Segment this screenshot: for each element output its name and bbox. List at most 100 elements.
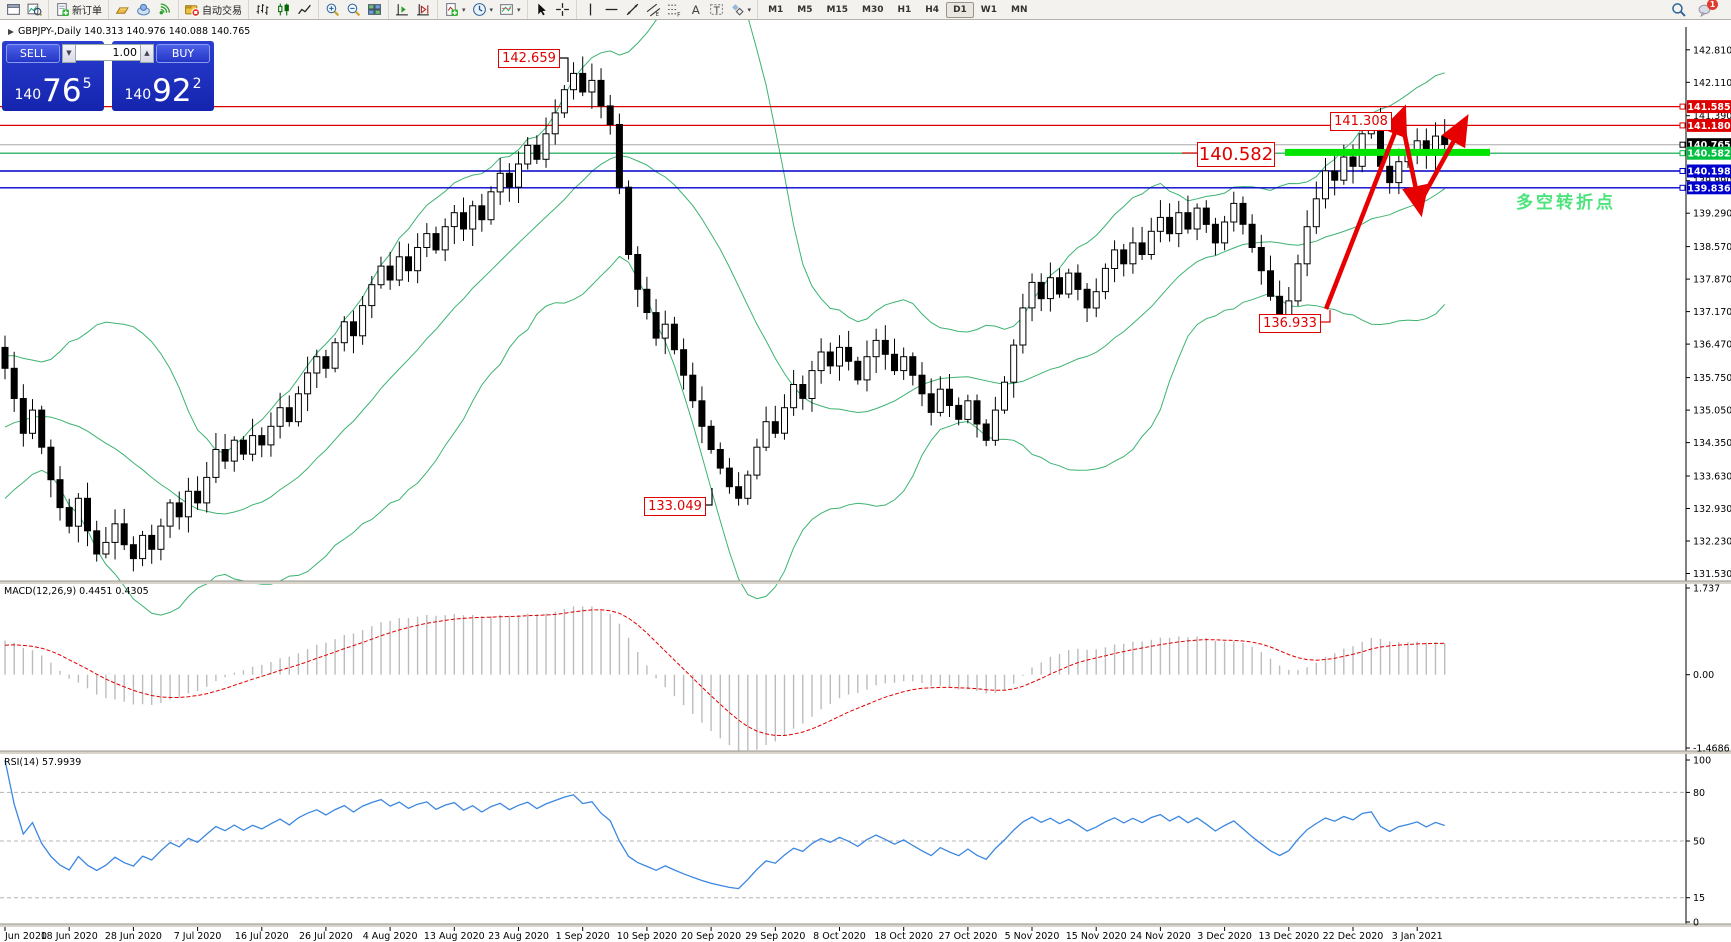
trendline-icon[interactable] [622, 0, 643, 19]
dropdown-caret-icon[interactable]: ▾ [747, 5, 752, 14]
buy-button[interactable]: BUY [156, 44, 210, 63]
zoom-out-icon[interactable] [343, 0, 364, 19]
crosshair-icon[interactable] [552, 0, 573, 19]
candle-body [1074, 272, 1082, 290]
candle-body [340, 321, 348, 344]
templates-icon[interactable]: ▾ [496, 0, 524, 19]
shift-offset-icon[interactable] [413, 0, 434, 19]
volume-increase-icon[interactable]: ▲ [140, 44, 154, 63]
channel-icon[interactable]: E [643, 0, 664, 19]
fibo-icon[interactable]: F [664, 0, 685, 19]
timeframe-m1[interactable]: M1 [768, 4, 784, 15]
price-badge [1687, 118, 1731, 132]
volume-input[interactable] [76, 44, 140, 61]
periods-icon[interactable]: ▾ [469, 0, 497, 19]
trend-arrow[interactable] [1323, 104, 1408, 310]
community-icon[interactable] [133, 0, 154, 19]
bars-chart-icon[interactable] [252, 0, 273, 19]
macd-tick-label: -1.4686 [1693, 744, 1730, 755]
shift-end-icon[interactable] [392, 0, 413, 19]
candle-body [515, 163, 522, 188]
new-order-label: 新订单 [72, 6, 102, 17]
autotrade-icon[interactable]: 自动交易 [182, 0, 245, 19]
price-annotation-133.049[interactable]: 133.049 [644, 497, 706, 516]
timeframe-w1[interactable]: W1 [980, 4, 997, 15]
candle-body [212, 449, 220, 478]
candle-body [478, 205, 486, 221]
dropdown-caret-icon[interactable]: ▾ [489, 5, 494, 14]
line-anchor-square [1679, 141, 1686, 148]
price-annotation-142.659[interactable]: 142.659 [498, 49, 560, 68]
candle-body [1138, 242, 1146, 255]
candle-body [845, 346, 853, 362]
date-axis-separator[interactable] [0, 924, 1731, 927]
chart-window-icon[interactable] [3, 0, 24, 19]
chart-note-text[interactable]: 多空转折点 [1516, 193, 1616, 213]
dropdown-caret-icon[interactable]: ▾ [517, 5, 521, 14]
candle-body [423, 233, 431, 249]
line-chart-icon[interactable] [294, 0, 315, 19]
price-annotation-140.582[interactable]: 140.582 [1197, 142, 1275, 167]
trend-arrow[interactable] [1417, 114, 1469, 206]
tile-windows-icon[interactable] [364, 0, 385, 19]
price-annotation-136.933[interactable]: 136.933 [1259, 314, 1321, 333]
sell-button[interactable]: SELL [6, 44, 60, 63]
candle-body [1129, 242, 1137, 265]
candle-body [799, 384, 807, 399]
price-badge-label: 141.180 [1687, 121, 1731, 132]
signal-icon[interactable] [154, 0, 175, 19]
candle-body [1193, 207, 1201, 230]
line-anchor-square [1679, 150, 1686, 157]
gold-icon[interactable] [112, 0, 133, 19]
date-tick-label: 29 Sep 2020 [745, 931, 805, 942]
timeframe-m15[interactable]: M15 [826, 4, 848, 15]
pane-separator[interactable] [0, 751, 1731, 754]
timeframe-m30[interactable]: M30 [861, 4, 884, 15]
candle-body [1056, 277, 1063, 295]
price-tick-label: 135.050 [1693, 406, 1731, 417]
timeframe-h4[interactable]: H4 [925, 4, 940, 15]
candle-body [487, 191, 495, 221]
new-order-icon[interactable]: 新订单 [52, 0, 105, 19]
search-icon[interactable] [1668, 0, 1689, 19]
candle-body [368, 284, 376, 307]
vline-icon[interactable] [580, 0, 601, 19]
candle-body [1349, 156, 1357, 167]
date-tick-label: 18 Oct 2020 [874, 931, 933, 942]
tick-chart-icon[interactable] [24, 0, 45, 19]
timeframe-m5[interactable]: M5 [797, 4, 813, 15]
label-t-icon[interactable]: T [706, 0, 727, 19]
candle-body [1257, 247, 1265, 272]
text-a-icon[interactable]: A [685, 0, 706, 19]
date-tick-label: 18 Jun 2020 [41, 931, 98, 942]
cursor-icon[interactable] [531, 0, 552, 19]
timeframe-mn[interactable]: MN [1011, 4, 1028, 15]
notify-icon[interactable]: 1 [1695, 0, 1721, 19]
candle-body [1285, 300, 1293, 316]
toolbar-right: 1 [1668, 0, 1731, 19]
candle-body [1083, 288, 1091, 309]
candles-chart-icon[interactable] [273, 0, 294, 19]
toolbar-group: 自动交易 [178, 0, 248, 19]
timeframe-d1[interactable]: D1 [946, 1, 974, 18]
candle-body [1046, 277, 1054, 300]
trend-arrow[interactable] [1398, 116, 1429, 218]
candle-body [790, 384, 798, 409]
price-badge [1687, 181, 1731, 195]
hline-icon[interactable] [601, 0, 622, 19]
candle-body [432, 233, 440, 251]
pane-separator[interactable] [0, 581, 1731, 584]
volume-decrease-icon[interactable]: ▼ [62, 44, 76, 63]
timeframe-h1[interactable]: H1 [897, 4, 912, 15]
zoom-in-icon[interactable] [322, 0, 343, 19]
candle-body [918, 374, 926, 395]
candle-body [973, 400, 981, 425]
shapes-icon[interactable]: ▾ [727, 0, 755, 19]
candle-body [414, 247, 422, 272]
candle-body [909, 356, 917, 376]
dropdown-caret-icon[interactable]: ▾ [462, 5, 466, 14]
indicators-icon[interactable]: ▾ [441, 0, 469, 19]
price-annotation-141.308[interactable]: 141.308 [1330, 112, 1392, 131]
candle-body [56, 479, 64, 509]
candle-body [597, 79, 605, 107]
